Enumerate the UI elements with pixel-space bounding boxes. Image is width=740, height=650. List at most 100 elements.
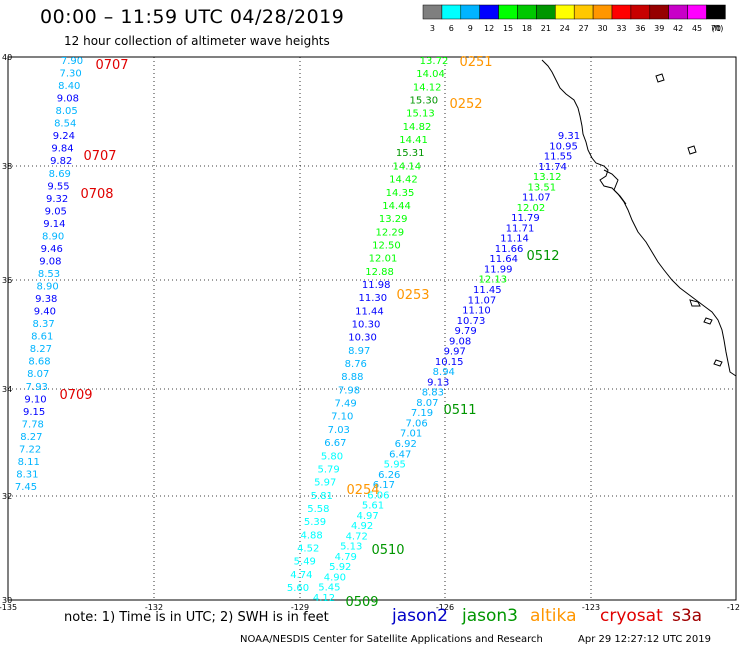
colorbar-swatch: [630, 4, 651, 20]
wave-height-value: 7.45: [15, 482, 37, 493]
colorbar-label: 27: [579, 24, 589, 33]
wave-height-value: 13.12: [533, 172, 562, 183]
wave-height-value: 12.01: [369, 254, 398, 265]
units-note: note: 1) Time is in UTC; 2) SWH is in fe…: [64, 610, 329, 625]
footer-timestamp: Apr 29 12:27:12 UTC 2019: [578, 634, 711, 645]
wave-height-value: 13.51: [527, 182, 556, 193]
colorbar-label: 33: [616, 24, 626, 33]
wave-height-readings: 7.907.308.409.088.058.549.249.849.828.69…: [15, 56, 580, 604]
wave-height-value: 9.79: [454, 326, 476, 337]
wave-height-value: 5.58: [307, 504, 329, 515]
page-subtitle: 12 hour collection of altimeter wave hei…: [64, 34, 330, 48]
track-jason3: 9.3110.9511.5511.7413.1213.5111.0712.021…: [313, 131, 580, 604]
wave-height-value: 4.88: [300, 530, 322, 541]
wave-height-value: 11.10: [462, 306, 491, 317]
colorbar-label: 3: [430, 24, 435, 33]
wave-height-value: 8.07: [416, 398, 438, 409]
wave-height-value: 10.95: [549, 141, 578, 152]
wave-height-value: 10.30: [348, 333, 377, 344]
wave-height-value: 8.88: [341, 372, 363, 383]
wave-height-value: 9.08: [449, 336, 471, 347]
wave-height-value: 14.12: [413, 82, 442, 93]
colorbar-label: 15: [503, 24, 513, 33]
wave-height-value: 11.07: [522, 193, 551, 204]
pass-label: 0254: [346, 483, 379, 498]
wave-height-value: 13.29: [379, 214, 408, 225]
wave-height-value: 12.29: [375, 227, 404, 238]
sf-bay: [603, 169, 627, 205]
wave-height-colorbar: 3 6 9 12 15 18 21 24 27 30 33 36 39 42 45 70(ft): [422, 4, 726, 33]
track-cryosat: 7.907.308.409.088.058.549.249.849.828.69…: [15, 56, 83, 493]
wave-height-value: 11.66: [495, 244, 524, 255]
pass-label: 0708: [80, 187, 113, 202]
wave-height-value: 7.49: [334, 399, 356, 410]
wave-height-value: 7.03: [328, 425, 350, 436]
lon-tick-label: -126: [436, 603, 454, 612]
legend-jason2: jason2: [392, 606, 448, 626]
wave-height-value: 8.69: [49, 169, 71, 180]
wave-height-value: 4.92: [351, 521, 373, 532]
wave-height-value: 5.39: [304, 517, 326, 528]
pass-label: 0512: [526, 249, 559, 264]
pass-label: 0509: [345, 595, 378, 610]
wave-height-value: 14.44: [382, 201, 411, 212]
wave-height-value: 8.68: [28, 357, 50, 368]
wave-height-value: 11.45: [473, 285, 502, 296]
lon-tick-label: -120: [727, 603, 740, 612]
wave-height-value: 8.27: [20, 432, 42, 443]
wave-height-value: 5.95: [384, 460, 406, 471]
wave-height-value: 8.37: [32, 319, 54, 330]
wave-height-value: 12.02: [517, 203, 546, 214]
wave-height-value: 11.07: [468, 295, 497, 306]
wave-height-value: 7.10: [331, 412, 353, 423]
wave-height-value: 9.08: [57, 94, 79, 105]
wave-height-value: 6.17: [373, 480, 395, 491]
wave-height-value: 5.97: [314, 478, 336, 489]
legend-cryosat: cryosat: [600, 606, 663, 626]
colorbar-label: 30: [597, 24, 607, 33]
wave-height-value: 8.97: [348, 346, 370, 357]
colorbar-swatch: [479, 4, 499, 20]
inland-border-marker: [687, 145, 697, 155]
map-border: [7, 56, 737, 601]
colorbar-swatch: [706, 4, 726, 20]
lat-tick-label: 34: [2, 385, 12, 394]
colorbar-swatch: [649, 4, 669, 20]
lon-tick-label: -132: [145, 603, 163, 612]
channel-island-1: [689, 299, 701, 307]
pass-labels: 0707 0707 0708 0709 0251 0252 0253 0254 0512 0511…: [59, 55, 559, 610]
colorbar-swatch: [611, 4, 632, 20]
wave-height-value: 8.54: [54, 119, 76, 130]
legend-altika: altika: [530, 606, 577, 626]
lon-tick-label: -135: [0, 603, 17, 612]
wave-height-value: 4.97: [356, 511, 378, 522]
wave-height-value: 8.76: [345, 359, 367, 370]
wave-height-value: 6.67: [324, 438, 346, 449]
lon-tick-label: -129: [291, 603, 309, 612]
wave-height-value: 5.92: [329, 562, 351, 573]
wave-height-value: 14.82: [403, 122, 432, 133]
wave-height-value: 11.99: [484, 265, 513, 276]
colorbar-label: 24: [560, 24, 570, 33]
pass-label: 0510: [371, 543, 404, 558]
wave-height-value: 9.82: [50, 156, 72, 167]
wave-height-value: 14.41: [399, 135, 428, 146]
channel-island-3: [713, 359, 723, 367]
wave-height-value: 5.81: [311, 491, 333, 502]
colorbar-swatch: [687, 4, 707, 20]
pass-label: 0511: [443, 403, 476, 418]
wave-height-value: 5.80: [321, 451, 343, 462]
lon-tick-label: -123: [582, 603, 600, 612]
colorbar-swatch: [422, 4, 443, 20]
colorbar-label: 39: [654, 24, 664, 33]
wave-height-value: 14.14: [392, 161, 421, 172]
wave-height-value: 15.13: [406, 109, 435, 120]
colorbar-label: 70: [711, 24, 721, 33]
colorbar-swatch: [592, 4, 613, 20]
wave-height-value: 15.31: [396, 148, 425, 159]
colorbar-swatch: [536, 4, 556, 20]
wave-height-value: 10.15: [435, 357, 464, 368]
pass-label: 0707: [83, 149, 116, 164]
wave-height-value: 7.19: [411, 408, 433, 419]
